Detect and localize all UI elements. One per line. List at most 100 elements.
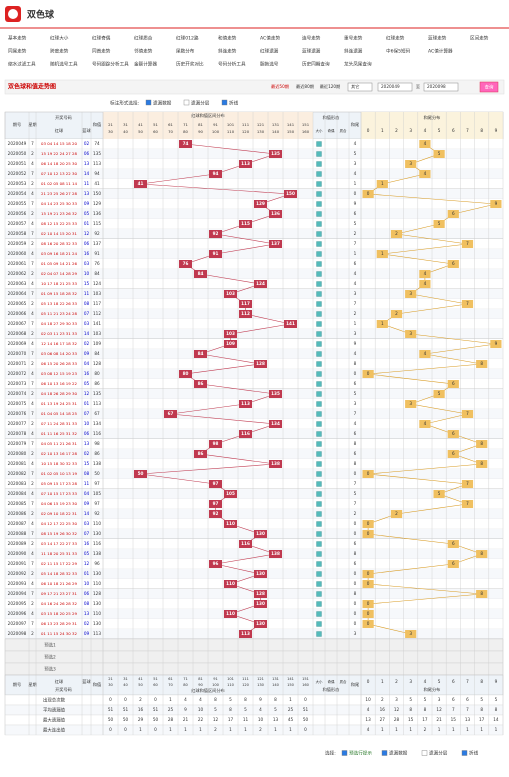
tail-box-label: 1	[381, 251, 384, 256]
recent-link[interactable]: 最近50期	[271, 83, 289, 90]
nav-link[interactable]: 历史同期查询	[302, 61, 330, 68]
sum-value: 134	[93, 421, 101, 426]
nav-link[interactable]: 红球012路	[176, 35, 199, 42]
blue-ball: 02	[84, 341, 90, 346]
tail-value: 6	[354, 381, 357, 386]
footer-checkbox[interactable]	[421, 750, 428, 756]
stats-row	[4, 704, 504, 716]
preselect-row[interactable]	[4, 638, 504, 652]
tail-box-label: 0	[367, 191, 370, 196]
recent-link[interactable]: 最近120期	[320, 83, 341, 90]
sum-value: 84	[94, 351, 100, 356]
preselect-label[interactable]: 预选2	[44, 654, 56, 661]
stats-tail-value: 7	[466, 707, 469, 712]
nav-link[interactable]: 红球奇偶	[92, 35, 111, 42]
tail-box	[476, 440, 488, 448]
preselect-row[interactable]	[4, 662, 504, 676]
to-input[interactable]	[423, 82, 459, 92]
row-bg	[5, 579, 503, 589]
option-checkbox[interactable]	[183, 99, 190, 106]
stats-tail-value: 14	[493, 717, 499, 722]
nav-link[interactable]: 红球遗漏	[260, 48, 279, 55]
nav-link[interactable]: 号码跟踪分析工具	[92, 61, 129, 68]
preselect-label[interactable]: 预选1	[44, 642, 56, 649]
preselect-row[interactable]	[4, 650, 504, 664]
tail-digit-header: 7	[466, 128, 469, 133]
red-balls: 07 10 12 13 22 30	[41, 171, 77, 176]
nav-link[interactable]: 金额计算器	[134, 61, 157, 68]
from-input[interactable]	[377, 82, 413, 92]
option-label[interactable]: 折线	[229, 100, 239, 107]
sum-box	[269, 390, 282, 398]
sum-box-label: 110	[226, 581, 235, 586]
stats-tail-value: 13	[465, 717, 471, 722]
sum-value: 97	[94, 501, 100, 506]
sum-value: 138	[93, 461, 101, 466]
recent-link[interactable]: 最近80期	[296, 83, 314, 90]
footer-option[interactable]: 遗漏分层	[429, 750, 448, 757]
footer-option[interactable]: 折线	[469, 750, 479, 757]
footer-checkbox[interactable]	[381, 750, 388, 756]
option-checkbox[interactable]	[221, 99, 228, 106]
blue-ball: 13	[84, 191, 90, 196]
query-button-text[interactable]: 查询	[485, 84, 494, 91]
blue-ball: 16	[84, 371, 90, 376]
nav-link[interactable]: 蓝球遗漏	[302, 48, 321, 55]
form-col-label: 质合	[340, 128, 347, 133]
nav-link[interactable]: 缩水过滤工具	[8, 61, 36, 68]
nav-link[interactable]: 同尾走势	[8, 48, 27, 55]
query-button[interactable]	[479, 81, 499, 93]
footer-option[interactable]: 遗漏数据	[389, 750, 408, 757]
nav-link[interactable]: 历史开奖对比	[176, 61, 204, 68]
nav-link[interactable]: 龙头凤尾查询	[344, 61, 372, 68]
nav-link[interactable]: 同首走势	[92, 48, 111, 55]
period-select[interactable]	[347, 82, 373, 92]
nav-link[interactable]: 跨度走势	[50, 48, 69, 55]
weekday: 4	[31, 461, 34, 466]
nav-link[interactable]: 红球质合	[134, 35, 153, 42]
nav-link[interactable]: AC值走势	[260, 35, 280, 42]
nav-link[interactable]: 红球大小	[50, 35, 69, 42]
sum-box	[194, 350, 207, 358]
option-label[interactable]: 遗漏分层	[191, 100, 210, 107]
sum-value: 113	[93, 161, 101, 166]
range-from: 101	[227, 677, 234, 681]
nav-link[interactable]: 重号走势	[344, 35, 363, 42]
stats-range-value: 1	[274, 727, 277, 732]
option-label[interactable]: 遗漏数据	[153, 100, 172, 107]
nav-link[interactable]: 区间走势	[470, 35, 489, 42]
option-checkbox[interactable]	[145, 99, 152, 106]
to-input-text[interactable]: 2020098	[427, 84, 446, 89]
nav-link[interactable]: 随机选号工具	[50, 61, 78, 68]
tail-value: 9	[354, 341, 357, 346]
footer-option[interactable]: 预选行提示	[349, 750, 372, 757]
weekday: 2	[31, 391, 34, 396]
nav-link[interactable]: 和值走势	[218, 35, 237, 42]
nav-link[interactable]: 斜连遗漏	[344, 48, 363, 55]
nav-link[interactable]: 基本走势	[8, 35, 27, 42]
nav-link[interactable]: 红球走势	[386, 35, 405, 42]
blue-ball: 03	[84, 261, 90, 266]
nav-link[interactable]: 连号走势	[302, 35, 321, 42]
nav-link[interactable]: AC值计算器	[428, 48, 453, 55]
tail-box	[447, 380, 459, 388]
stats-range-value: 0	[304, 697, 307, 702]
nav-link[interactable]: 邻值走势	[134, 48, 153, 55]
nav-link[interactable]: 胆拖选号	[260, 61, 279, 68]
preselect-label[interactable]: 预选3	[44, 666, 56, 673]
nav-link[interactable]: 中6保5短码	[386, 48, 411, 55]
nav-link[interactable]: 尾数分布	[176, 48, 195, 55]
nav-link[interactable]: 蓝球走势	[428, 35, 447, 42]
tail-value: 0	[354, 521, 357, 526]
tail-box	[447, 430, 459, 438]
period-select-text[interactable]: 其它	[351, 83, 359, 90]
from-input-text[interactable]: 2020049	[381, 84, 400, 89]
tail-box-label: 5	[438, 151, 441, 156]
blue-ball: 12	[84, 231, 90, 236]
nav-link[interactable]: 斜连走势	[218, 48, 237, 55]
blue-ball: 08	[84, 301, 90, 306]
range-to: 60	[153, 129, 158, 134]
footer-checkbox[interactable]	[341, 750, 348, 756]
nav-link[interactable]: 号码分析工具	[218, 61, 246, 68]
footer-checkbox[interactable]	[461, 750, 468, 756]
